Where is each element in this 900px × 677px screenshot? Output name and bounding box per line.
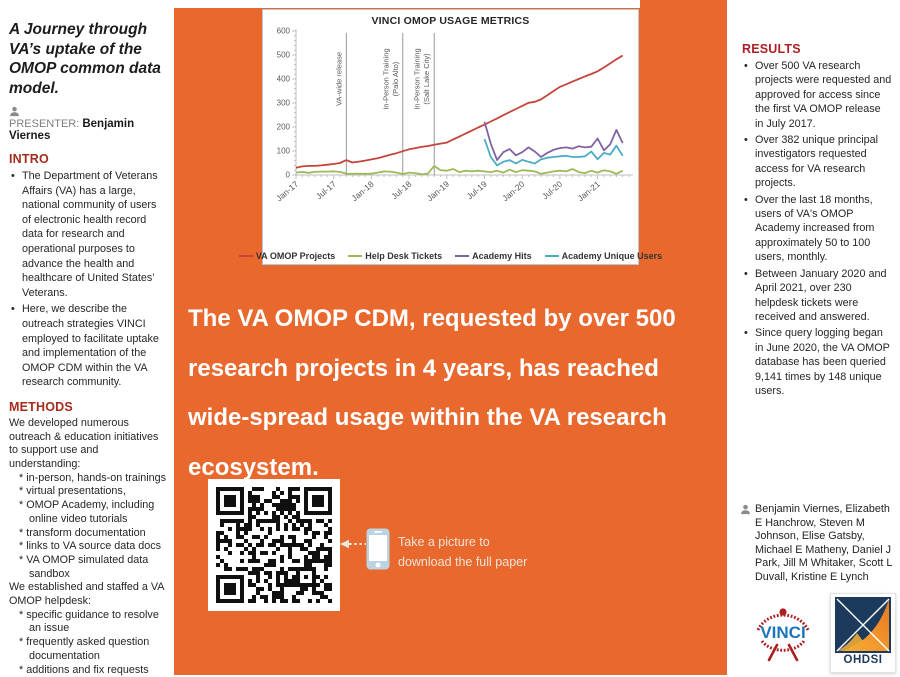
methods-line: * OMOP Academy, including online video t… bbox=[19, 499, 155, 525]
ohdsi-logo-mark bbox=[835, 597, 891, 653]
svg-text:Jan-19: Jan-19 bbox=[425, 179, 452, 204]
svg-text:In-Person Training: In-Person Training bbox=[413, 48, 422, 109]
right-panel: RESULTS Over 500 VA research projects we… bbox=[727, 0, 900, 675]
svg-text:200: 200 bbox=[277, 123, 291, 132]
qr-card bbox=[208, 479, 340, 611]
methods-heading: METHODS bbox=[9, 399, 73, 414]
authors-text: Benjamin Viernes, Elizabeth E Hanchrow, … bbox=[755, 503, 892, 583]
legend-swatch bbox=[544, 254, 559, 258]
svg-text:Jan-21: Jan-21 bbox=[576, 179, 603, 204]
svg-text:Jan-17: Jan-17 bbox=[274, 179, 301, 204]
svg-text:300: 300 bbox=[277, 99, 291, 108]
legend-swatch bbox=[238, 254, 253, 258]
svg-text:600: 600 bbox=[277, 27, 291, 36]
results-bullet: Between January 2020 and April 2021, ove… bbox=[742, 267, 892, 325]
presenter-name: Benjamin Viernes bbox=[9, 118, 135, 142]
legend-swatch bbox=[455, 254, 470, 258]
svg-text:Jul-18: Jul-18 bbox=[389, 179, 413, 202]
legend-swatch bbox=[348, 254, 363, 258]
person-icon bbox=[10, 106, 19, 117]
methods-line: * specific guidance to resolve an issue bbox=[19, 608, 159, 635]
svg-text:500: 500 bbox=[277, 51, 291, 60]
svg-text:Jul-17: Jul-17 bbox=[314, 179, 338, 202]
svg-text:Jan-20: Jan-20 bbox=[500, 179, 527, 204]
svg-text:(Palo Alto): (Palo Alto) bbox=[391, 61, 400, 96]
left-panel-content: A Journey through VA’s uptake of the OMO… bbox=[0, 0, 174, 677]
top-white-strip bbox=[174, 0, 640, 8]
intro-heading: INTRO bbox=[9, 152, 49, 166]
intro-list: The Department of Veterans Affairs (VA) … bbox=[9, 169, 168, 390]
methods-line: * links to VA source data docs bbox=[19, 540, 162, 553]
methods-line: * in-person, hands-on trainings bbox=[19, 471, 167, 484]
methods-line: * virtual presentations, bbox=[19, 485, 126, 498]
svg-text:0: 0 bbox=[286, 171, 291, 180]
presenter-line: PRESENTER: Benjamin Viernes bbox=[9, 118, 168, 142]
qr-code bbox=[216, 487, 332, 603]
headline: The VA OMOP CDM, requested by over 500 r… bbox=[188, 305, 676, 481]
vinci-logo: VINCI bbox=[749, 596, 817, 670]
ohdsi-logo-text: OHDSI bbox=[843, 654, 883, 666]
vinci-logo-text: VINCI bbox=[760, 623, 805, 642]
results-bullet: Over the last 18 months, users of VA's O… bbox=[742, 193, 892, 265]
ohdsi-logo: OHDSI bbox=[830, 593, 896, 673]
svg-text:400: 400 bbox=[277, 75, 291, 84]
legend-item: Help Desk Tickets bbox=[348, 251, 442, 261]
presenter-label: PRESENTER: bbox=[9, 118, 80, 130]
svg-text:100: 100 bbox=[277, 147, 291, 156]
chart-legend: VA OMOP Projects Help Desk Tickets Academy… bbox=[238, 251, 662, 261]
person-icon bbox=[741, 504, 750, 515]
methods-line: * frequently asked question documentatio… bbox=[19, 636, 150, 662]
right-panel-content: RESULTS Over 500 VA research projects we… bbox=[727, 0, 900, 398]
results-bullet: Since query logging began in June 2020, … bbox=[742, 326, 892, 398]
legend-item: Academy Unique Users bbox=[544, 251, 662, 261]
svg-text:In-Person Training: In-Person Training bbox=[381, 48, 390, 109]
results-bullet: Over 382 unique principal investigators … bbox=[742, 133, 892, 191]
intro-bullet: The Department of Veterans Affairs (VA) … bbox=[9, 169, 168, 300]
svg-text:Jul-20: Jul-20 bbox=[540, 179, 564, 202]
methods-line: * transform documentation bbox=[19, 526, 146, 539]
methods-line: We established and staffed a VA OMOP hel… bbox=[9, 581, 164, 608]
results-heading: RESULTS bbox=[742, 42, 801, 56]
authors-block: Benjamin Viernes, Elizabeth E Hanchrow, … bbox=[740, 503, 892, 585]
svg-text:VA-wide release: VA-wide release bbox=[334, 52, 343, 106]
legend-item: Academy Hits bbox=[455, 251, 532, 261]
methods-lines: We developed numerous outreach & educati… bbox=[9, 417, 168, 677]
svg-text:Jan-18: Jan-18 bbox=[349, 179, 376, 204]
methods-line: We developed numerous outreach & educati… bbox=[9, 416, 159, 471]
poster-title: A Journey through VA’s uptake of the OMO… bbox=[9, 21, 161, 97]
intro-bullet: Here, we describe the outreach strategie… bbox=[9, 302, 168, 390]
methods-line: * VA OMOP simulated data sandbox bbox=[19, 553, 149, 580]
qr-caption: Take a picture to download the full pape… bbox=[398, 535, 528, 569]
usage-chart: 0 100 200 300 400 500 600 Jan-17 Jul-17 Jan-18 Jul… bbox=[274, 27, 633, 204]
svg-text:(Salt Lake City): (Salt Lake City) bbox=[422, 53, 431, 105]
left-panel: A Journey through VA’s uptake of the OMO… bbox=[0, 0, 174, 677]
svg-text:Jul-19: Jul-19 bbox=[465, 179, 489, 202]
phone-icon bbox=[366, 528, 390, 570]
results-bullet: Over 500 VA research projects were reque… bbox=[742, 59, 892, 131]
legend-item: VA OMOP Projects bbox=[238, 251, 335, 261]
chart-title: VINCI OMOP USAGE METRICS bbox=[371, 15, 530, 27]
methods-line: * additions and fix requests bbox=[19, 663, 149, 676]
results-list: Over 500 VA research projects were reque… bbox=[742, 59, 892, 398]
dashed-arrow-icon bbox=[340, 537, 366, 549]
usage-chart-card: VINCI OMOP USAGE METRICS 0 100 200 300 400 50… bbox=[238, 9, 662, 265]
